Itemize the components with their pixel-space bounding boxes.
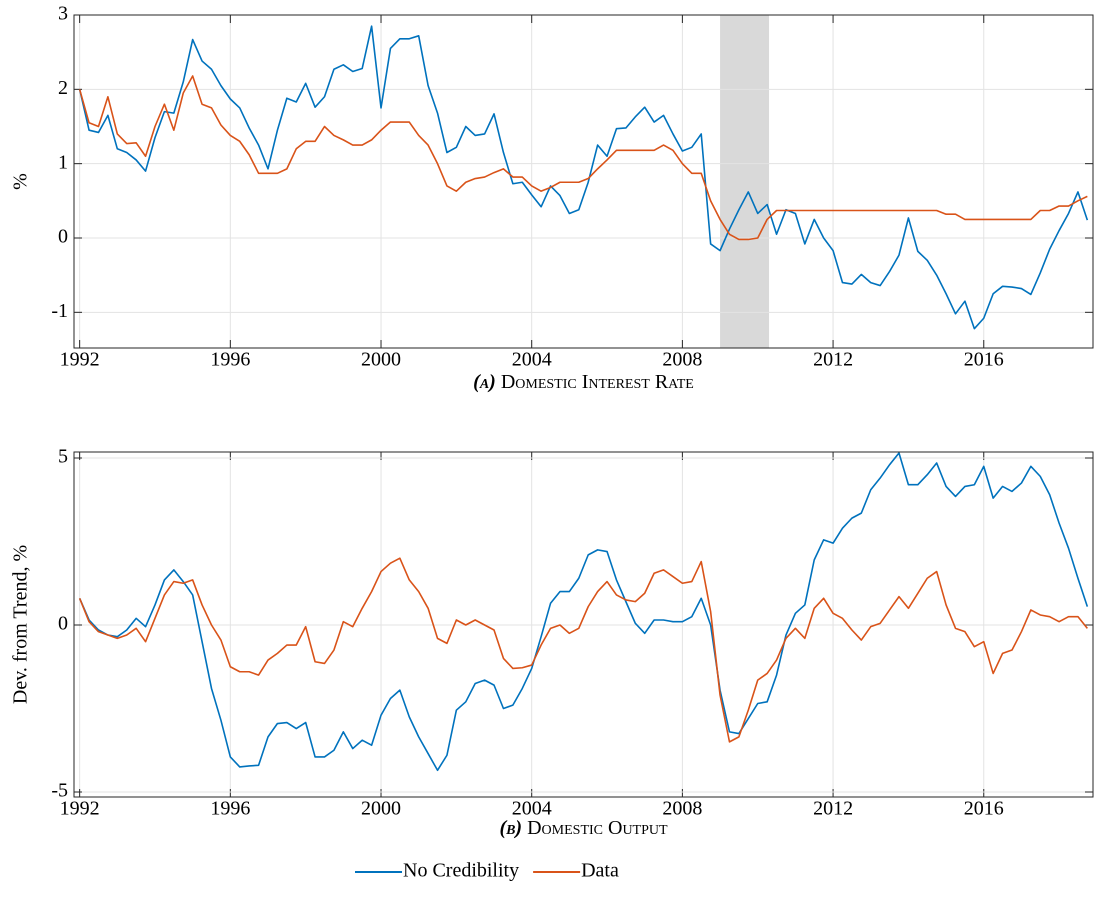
plot-area xyxy=(74,15,1093,348)
axes-frame xyxy=(73,451,1094,798)
x-tick-label: 2004 xyxy=(512,349,552,371)
shaded-period xyxy=(720,15,770,348)
y-tick-label: 1 xyxy=(58,151,68,173)
y-tick-label: -5 xyxy=(51,780,68,802)
legend-label: Data xyxy=(581,860,619,882)
y-axis-label: Dev. from Trend, % xyxy=(10,545,32,704)
x-tick-label: 2008 xyxy=(662,798,702,820)
y-tick-label: 0 xyxy=(58,613,68,635)
y-tick-label: 3 xyxy=(58,3,68,25)
x-tick-label: 1996 xyxy=(210,798,250,820)
x-tick-label: 2012 xyxy=(813,798,853,820)
series-line xyxy=(78,25,1089,330)
caption-title: Domestic Interest Rate xyxy=(501,371,694,393)
x-tick-label: 2000 xyxy=(361,349,401,371)
caption-label: (a) xyxy=(473,371,496,393)
series-line xyxy=(78,75,1088,241)
y-tick-label: -1 xyxy=(51,300,68,322)
plot-area xyxy=(74,452,1093,797)
x-tick-label: 2000 xyxy=(361,798,401,820)
x-tick-label: 2012 xyxy=(813,349,853,371)
x-tick-label: 2008 xyxy=(662,349,702,371)
x-tick-label: 1996 xyxy=(210,349,250,371)
subplot: 1992 1996 2000 2004 2008 2012 2016 -5 0 5 Dev. fro… xyxy=(10,446,1094,839)
series-line xyxy=(78,452,1089,772)
y-tick-label: 5 xyxy=(58,446,68,468)
caption: (b) Domestic Output xyxy=(499,817,668,839)
caption: (a) Domestic Interest Rate xyxy=(473,371,694,393)
y-tick-label: 2 xyxy=(58,77,68,99)
caption-title: Domestic Output xyxy=(527,817,668,839)
axes-frame xyxy=(73,14,1094,349)
y-tick-label: 0 xyxy=(58,226,68,248)
x-tick-label: 1992 xyxy=(60,349,100,371)
subplot: 1992 1996 2000 2004 2008 2012 2016 -1 0 1 2 3% (a) D… xyxy=(10,3,1094,393)
x-tick-label: 2016 xyxy=(964,349,1004,371)
caption-label: (b) xyxy=(499,817,522,839)
series-line xyxy=(78,557,1088,743)
x-tick-label: 2016 xyxy=(964,798,1004,820)
x-tick-label: 1992 xyxy=(60,798,100,820)
y-axis-label: % xyxy=(10,173,32,190)
x-tick-label: 2004 xyxy=(512,798,552,820)
legend-label: No Credibility xyxy=(403,860,519,882)
legend: No Credibility Data xyxy=(355,860,619,882)
